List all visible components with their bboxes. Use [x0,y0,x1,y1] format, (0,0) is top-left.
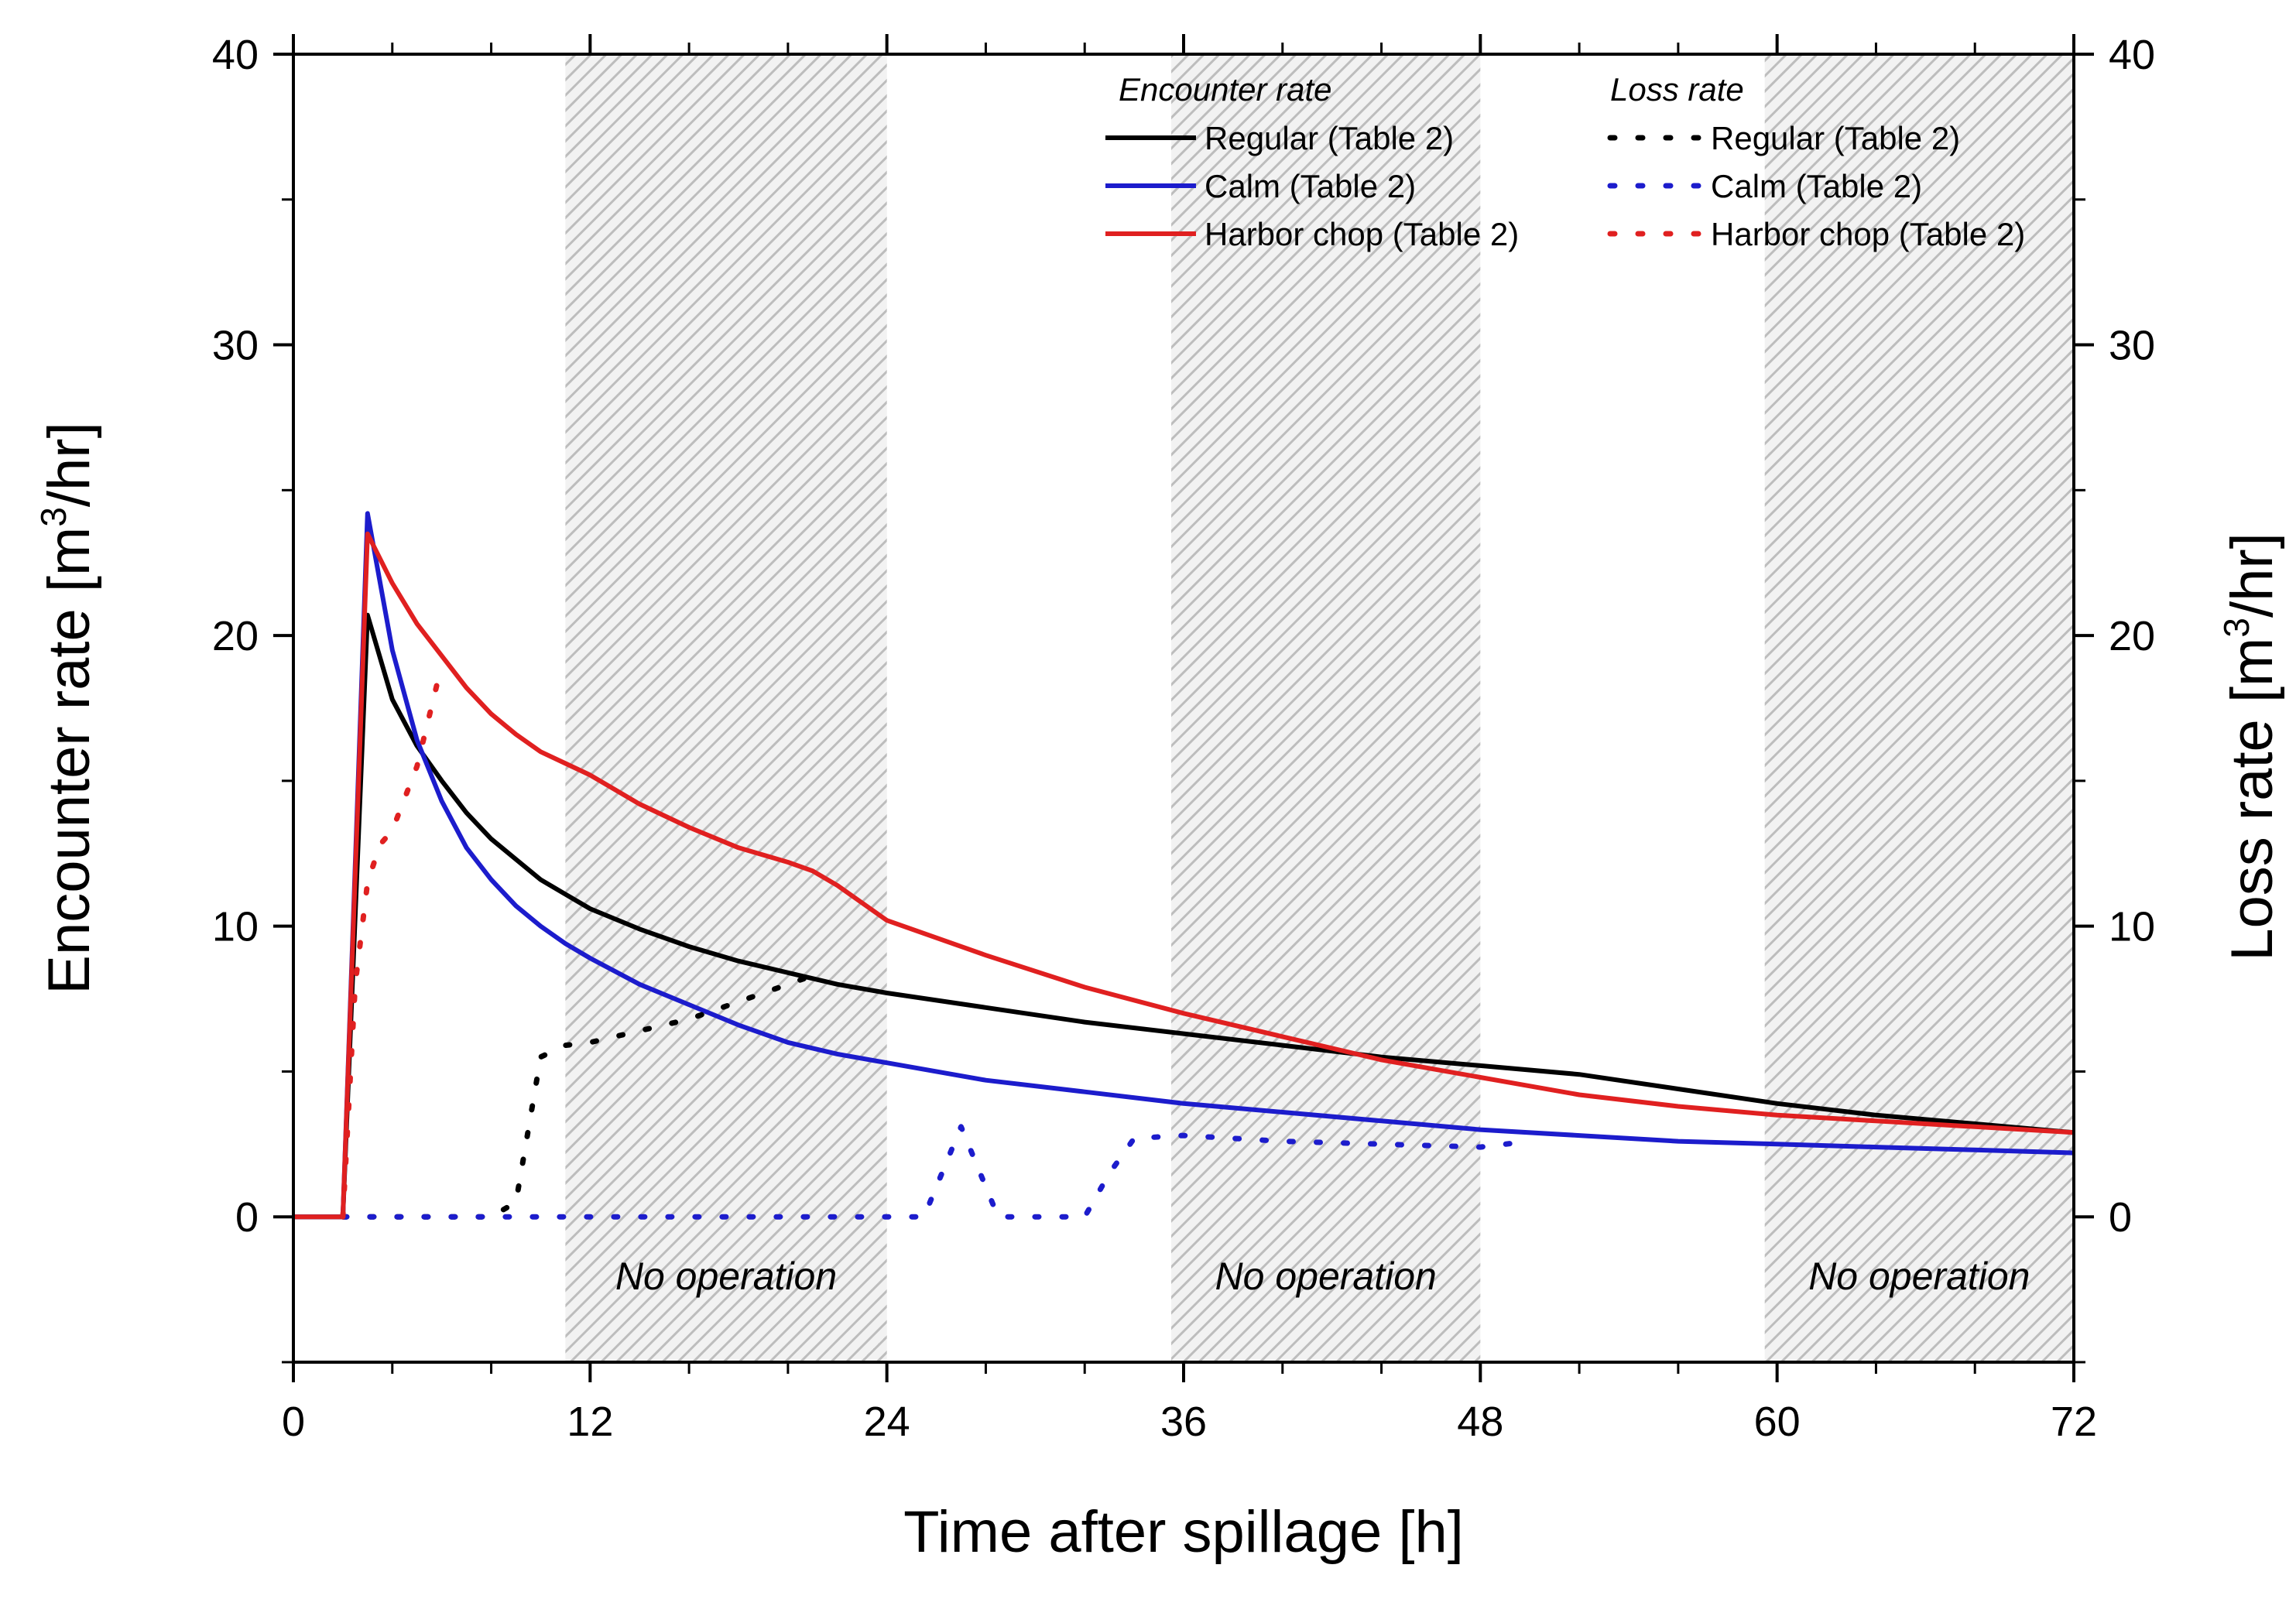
right-axis-title: Loss rate [m3/hr] [2216,532,2285,961]
y-left-tick-label-0: 0 [235,1194,259,1241]
legend-label-harbor-loss: Harbor chop (Table 2) [1711,216,2025,252]
x-axis-title: Time after spillage [h] [903,1499,1464,1565]
x-tick-label-72: 72 [2051,1399,2097,1445]
left-axis-title-tail: /hr] [36,422,102,507]
legend-label-calm-encounter: Calm (Table 2) [1205,168,1416,204]
no-operation-label-1: No operation [1215,1255,1437,1298]
series-loss-rate-harbor-chop [340,662,445,1220]
legend-heading-loss: Loss rate [1610,71,1744,108]
x-tick-label-24: 24 [864,1399,910,1445]
series-loss-rate-calm [340,1124,1533,1220]
x-tick-label-36: 36 [1160,1399,1207,1445]
left-axis-title-base: Encounter rate [m [36,527,102,995]
x-tick-label-12: 12 [567,1399,613,1445]
legend-label-harbor-encounter: Harbor chop (Table 2) [1205,216,1519,252]
x-tick-label-60: 60 [1754,1399,1801,1445]
legend: Encounter rate Loss rate Regular (Table … [1105,71,2025,252]
left-axis-title: Encounter rate [m3/hr] [33,422,102,994]
y-right-tick-label-40: 40 [2109,32,2155,78]
series-encounter-rate-harbor-chop [293,531,2074,1220]
y-right-tick-label-30: 30 [2109,323,2155,369]
series-lines [293,511,2074,1220]
legend-heading-encounter: Encounter rate [1119,71,1332,108]
y-left-tick-label-20: 20 [212,613,259,659]
no-operation-band-0 [565,54,887,1362]
x-tick-label-48: 48 [1457,1399,1503,1445]
y-left-tick-label-10: 10 [212,904,259,950]
no-operation-label-0: No operation [615,1255,837,1298]
left-axis-title-sup: 3 [33,507,74,527]
right-axis-title-sup: 3 [2216,618,2257,638]
legend-label-regular-encounter: Regular (Table 2) [1205,120,1454,156]
series-encounter-rate-regular [293,612,2074,1220]
axis-ticks: 0 12 24 36 48 60 72 0 0 10 10 20 20 30 30 40 40 [212,32,2155,1445]
x-tick-label-0: 0 [282,1399,305,1445]
right-axis-title-base: Loss rate [m [2219,638,2285,961]
y-right-tick-label-10: 10 [2109,904,2155,950]
right-axis-title-tail: /hr] [2219,532,2285,618]
y-left-tick-label-30: 30 [212,323,259,369]
y-right-tick-label-0: 0 [2109,1194,2132,1241]
y-right-tick-label-20: 20 [2109,613,2155,659]
series-encounter-rate-calm [293,511,2074,1220]
series-loss-rate-regular [340,973,816,1220]
legend-label-regular-loss: Regular (Table 2) [1711,120,1960,156]
y-left-tick-label-40: 40 [212,32,259,78]
legend-label-calm-loss: Calm (Table 2) [1711,168,1922,204]
no-operation-label-2: No operation [1808,1255,2030,1298]
